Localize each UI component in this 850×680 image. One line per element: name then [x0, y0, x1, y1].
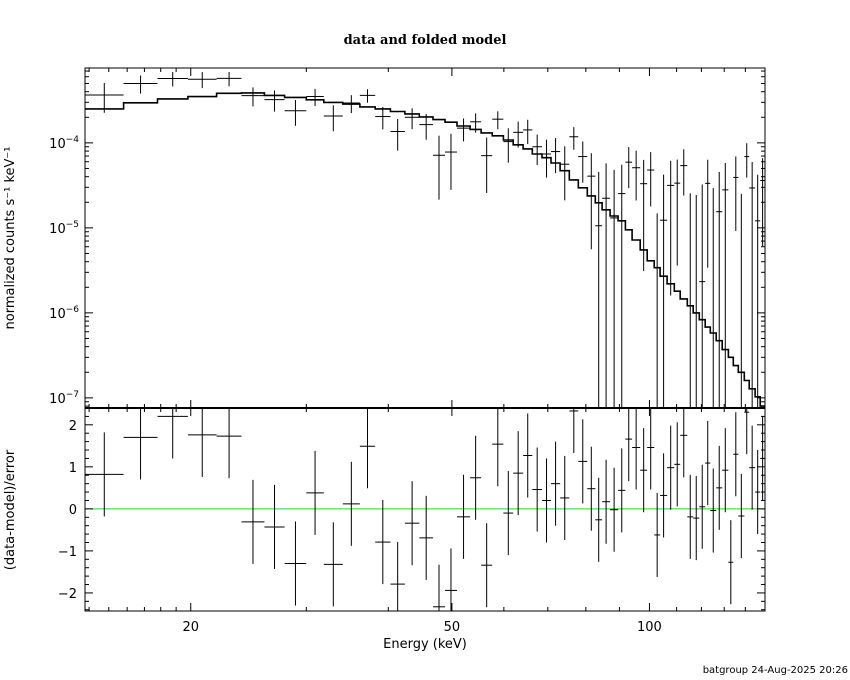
x-tick-label: 100 [637, 620, 662, 635]
top-panel-frame [84, 67, 766, 409]
y-tick-label: 10−5 [49, 220, 79, 237]
model-step-line [85, 92, 765, 407]
y-tick-label-exponent: −6 [66, 305, 80, 315]
bottom-panel-frame [84, 407, 766, 612]
residual-y-tick-label: −1 [58, 545, 77, 560]
bottom-y-axis-label: (data-model)/error [3, 449, 18, 570]
x-tick-label: 50 [444, 620, 461, 635]
chart-title: data and folded model [344, 33, 507, 48]
x-axis-label: Energy (keV) [383, 637, 467, 652]
y-tick-label: 10−4 [49, 135, 79, 152]
y-tick-label-base: 10 [49, 222, 66, 237]
y-tick-label: 10−7 [49, 390, 79, 407]
residual-y-tick-label: 0 [69, 503, 77, 518]
top-y-axis-label: normalized counts s⁻¹ keV⁻¹ [3, 147, 18, 330]
residual-y-tick-label: −2 [58, 587, 77, 602]
y-tick-label: 10−6 [49, 305, 79, 322]
x-tick-label: 20 [182, 620, 199, 635]
y-tick-label-base: 10 [49, 307, 66, 322]
bottom-panel-marks [85, 408, 765, 611]
top-panel-marks [85, 71, 765, 408]
residual-y-tick-label: 1 [69, 461, 77, 476]
y-tick-label-exponent: −5 [66, 220, 79, 230]
y-tick-label-exponent: −4 [66, 135, 80, 145]
y-tick-label-base: 10 [49, 392, 66, 407]
footer-credit: batgroup 24-Aug-2025 20:26 [703, 665, 848, 676]
y-tick-label-base: 10 [49, 137, 66, 152]
residual-y-tick-label: 2 [69, 419, 77, 434]
y-tick-label-exponent: −7 [66, 390, 79, 400]
